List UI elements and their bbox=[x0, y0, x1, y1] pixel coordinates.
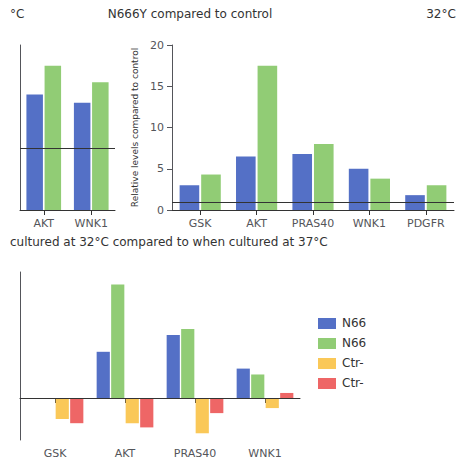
svg-text:N666Y compared to control: N666Y compared to control bbox=[108, 7, 273, 21]
svg-text:WNK1: WNK1 bbox=[248, 447, 281, 460]
svg-text:15: 15 bbox=[150, 80, 164, 93]
svg-text:AKT: AKT bbox=[33, 217, 54, 230]
svg-text:Ctr-: Ctr- bbox=[342, 376, 364, 390]
svg-text:10: 10 bbox=[150, 121, 164, 134]
svg-text:PDGFR: PDGFR bbox=[407, 217, 445, 230]
svg-text:5: 5 bbox=[157, 162, 164, 175]
svg-text:Ctr-: Ctr- bbox=[342, 356, 364, 370]
svg-text:Relative levels compared to co: Relative levels compared to control bbox=[130, 48, 140, 207]
svg-text:0: 0 bbox=[157, 204, 164, 217]
svg-text:20: 20 bbox=[150, 39, 164, 52]
svg-text:N66: N66 bbox=[342, 316, 366, 330]
svg-text:cultured at 32°C compared to w: cultured at 32°C compared to when cultur… bbox=[10, 235, 328, 249]
svg-text:AKT: AKT bbox=[115, 447, 136, 460]
svg-text:PRAS40: PRAS40 bbox=[292, 217, 334, 230]
svg-text:°C: °C bbox=[10, 7, 24, 21]
svg-text:GSK: GSK bbox=[44, 447, 68, 460]
svg-text:N66: N66 bbox=[342, 336, 366, 350]
svg-text:WNK1: WNK1 bbox=[75, 217, 108, 230]
svg-text:AKT: AKT bbox=[246, 217, 267, 230]
svg-text:GSK: GSK bbox=[189, 217, 213, 230]
svg-text:PRAS40: PRAS40 bbox=[174, 447, 216, 460]
svg-text:32°C: 32°C bbox=[426, 7, 456, 21]
svg-text:WNK1: WNK1 bbox=[353, 217, 386, 230]
